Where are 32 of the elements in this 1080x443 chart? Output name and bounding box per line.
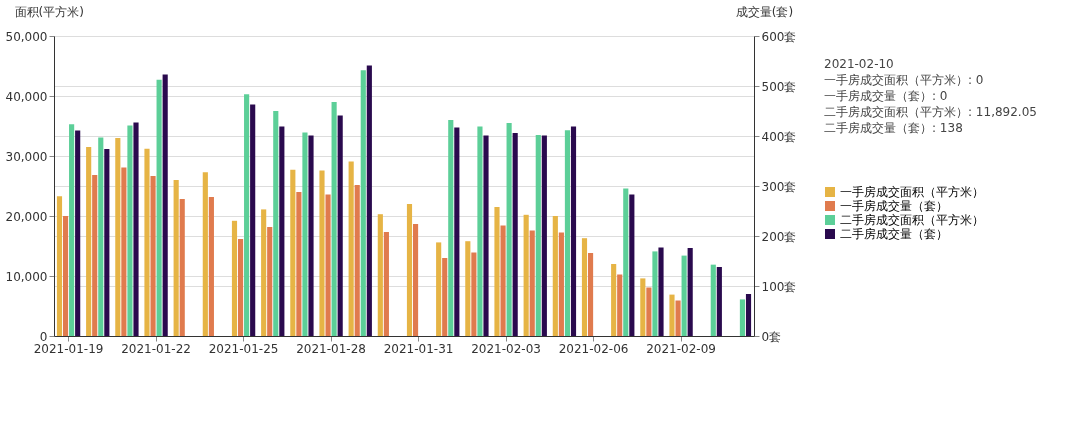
text: 二手房成交量（套）: 138: [824, 121, 963, 135]
x-tick-label: 2021-02-09: [646, 341, 716, 356]
y-tick-label: 0: [39, 329, 48, 344]
x-tick-label: 2021-01-31: [383, 341, 454, 356]
y2-axis-title: 成交量(套): [735, 4, 794, 19]
x-tick-label: 2021-02-03: [471, 341, 541, 356]
y2-tick-label: 400套: [761, 129, 797, 144]
y2-tick-label: 500套: [761, 79, 797, 94]
x-tick-label: 2021-01-25: [208, 341, 279, 356]
text: 一手房成交面积（平方米）: 0: [824, 73, 984, 87]
y-tick-label: 40,000: [5, 89, 48, 104]
y-axis-title: 面积(平方米): [14, 4, 84, 19]
y2-tick-label: 0套: [761, 329, 782, 344]
y-tick-label: 20,000: [5, 209, 48, 224]
y-tick-label: 50,000: [5, 29, 48, 44]
y2-tick-label: 600套: [761, 29, 797, 44]
legend-label: 二手房成交量（套）: [840, 227, 948, 241]
text: 一手房成交量（套）: 0: [824, 89, 948, 103]
x-tick-label: 2021-01-22: [121, 341, 191, 356]
y2-tick-label: 200套: [761, 229, 797, 244]
y-tick-label: 30,000: [5, 149, 48, 164]
y2-tick-label: 300套: [761, 179, 797, 194]
legend-label: 一手房成交面积（平方米）: [840, 185, 984, 199]
x-tick-label: 2021-01-19: [33, 341, 104, 356]
text: 二手房成交面积（平方米）: 11,892.05: [824, 105, 1037, 119]
legend-label: 一手房成交量（套）: [840, 199, 948, 213]
x-tick-label: 2021-02-06: [558, 341, 629, 356]
x-tick-label: 2021-01-28: [296, 341, 366, 356]
legend-label: 二手房成交面积（平方米）: [840, 213, 984, 227]
y-tick-label: 10,000: [5, 269, 48, 284]
text: 2021-02-10: [824, 57, 894, 71]
y2-tick-label: 100套: [761, 279, 797, 294]
